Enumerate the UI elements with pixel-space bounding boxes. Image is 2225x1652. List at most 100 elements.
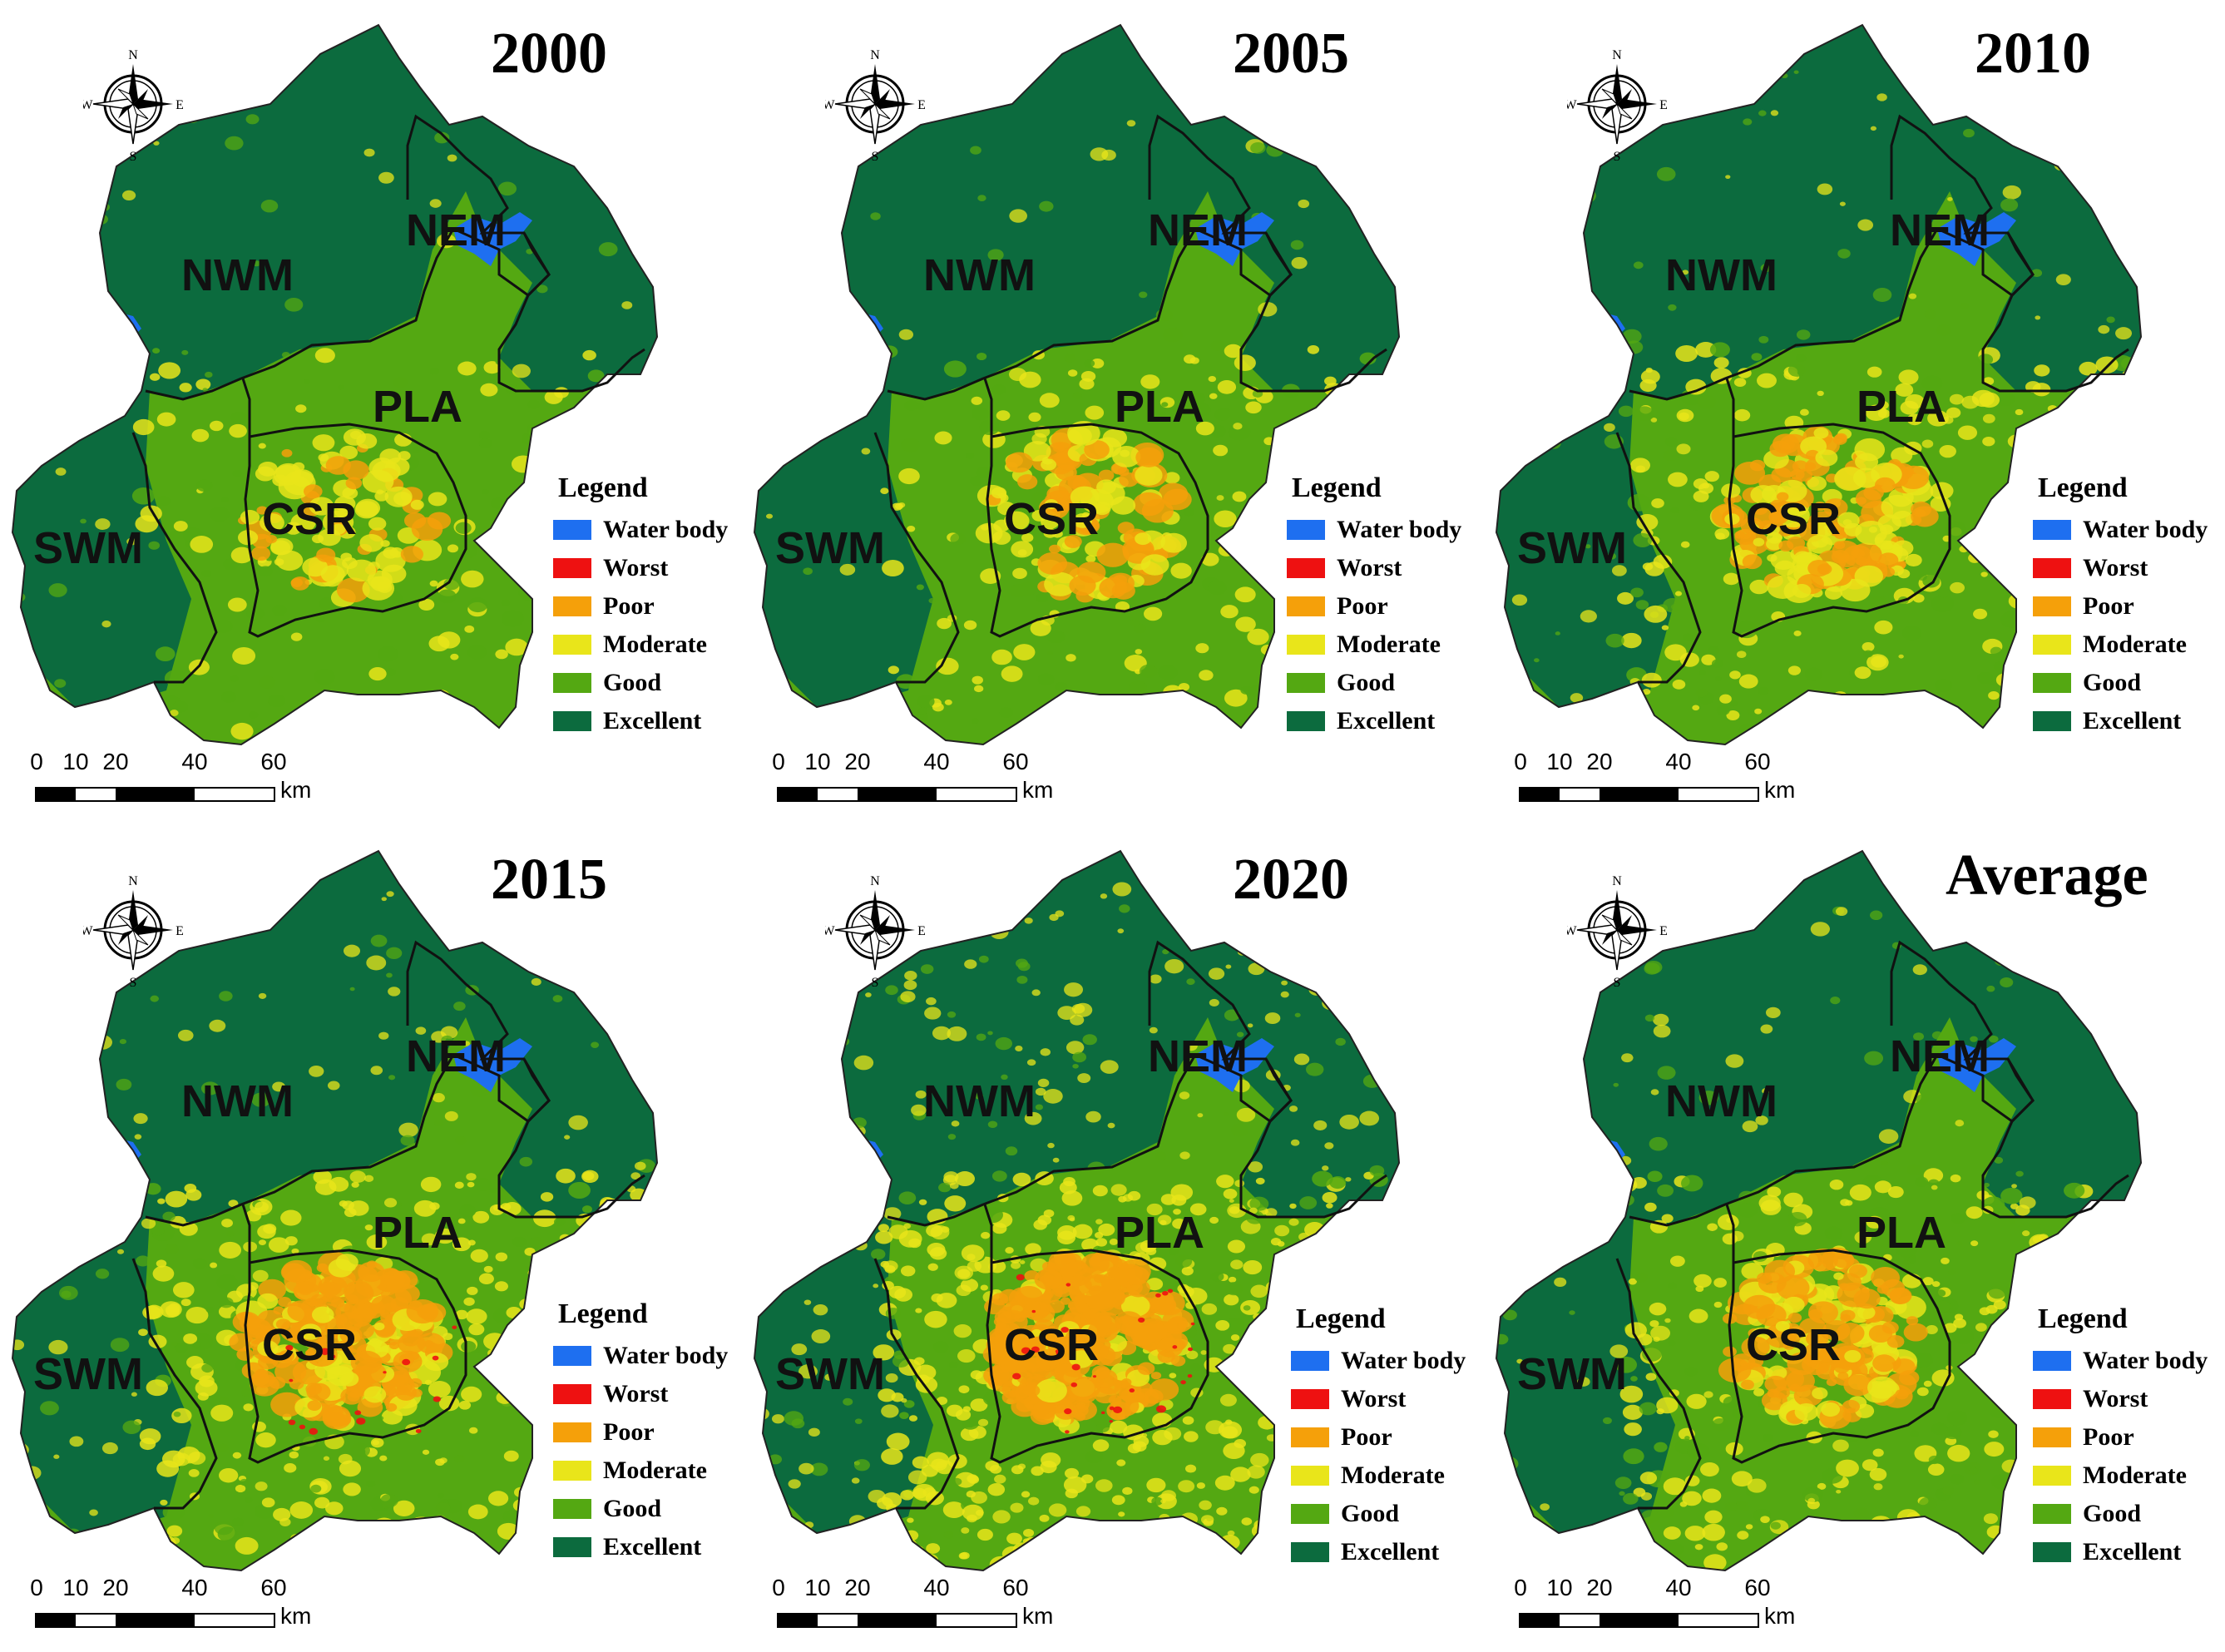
scale-unit: km [280, 1603, 312, 1629]
scale-tick-label: 60 [260, 749, 287, 774]
scale-tick-label: 40 [1665, 1575, 1692, 1600]
legend-swatch [553, 635, 591, 655]
scale-tick-label: 0 [772, 1575, 785, 1600]
scale-tick-label: 0 [1514, 1575, 1527, 1600]
legend-label: Water body [1341, 1347, 1466, 1374]
legend-label: Worst [2083, 554, 2148, 581]
legend-label: Good [2083, 669, 2142, 696]
region-label-swm: SWM [775, 523, 885, 573]
region-boundary [131, 432, 218, 684]
scale-bar: 0 10 20 40 60 km [772, 749, 1054, 803]
legend-label: Worst [2083, 1385, 2148, 1412]
region-label-nwm: NWM [1665, 1076, 1778, 1126]
legend-label: Poor [2083, 1423, 2134, 1451]
region-boundary [1981, 1058, 2129, 1219]
region-boundary [497, 1058, 645, 1219]
compass-n: N [870, 48, 880, 62]
legend-swatch [1291, 1427, 1329, 1447]
legend-item: Poor [1291, 1418, 1466, 1457]
legend-label: Worst [1341, 1385, 1407, 1412]
region-boundary [1725, 378, 1951, 638]
compass-rose-icon: N S W E [1564, 46, 1667, 164]
scale-tick-label: 60 [1002, 749, 1029, 774]
legend-item: Good [553, 664, 728, 702]
legend-item: Water body [553, 1337, 728, 1375]
scale-tick-label: 40 [1665, 749, 1692, 774]
region-label-swm: SWM [775, 1349, 885, 1399]
region-boundary [1615, 432, 1702, 684]
map-panel-average: NWM NEM PLA SWM CSR Average N S W E Legend Wat… [1484, 826, 2225, 1652]
region-label-csr: CSR [1746, 1320, 1842, 1370]
scale-unit: km [1764, 777, 1796, 803]
compass-e: E [917, 98, 925, 112]
region-boundary [983, 378, 1209, 638]
legend-swatch [2033, 596, 2071, 616]
legend-swatch [2033, 1466, 2071, 1486]
region-boundary [131, 1258, 218, 1510]
region-label-nem: NEM [1148, 205, 1248, 255]
legend-swatch [553, 596, 591, 616]
legend: Legend Water body Worst Poor Moderate Good Exc… [1287, 472, 1461, 740]
legend-item: Moderate [2033, 1457, 2208, 1495]
legend-label: Moderate [603, 1457, 707, 1484]
region-label-csr: CSR [1004, 494, 1100, 544]
legend-title: Legend [2038, 1303, 2128, 1334]
legend: Legend Water body Worst Poor Moderate Good Exc… [2033, 1303, 2208, 1571]
legend-swatch [2033, 1542, 2071, 1562]
region-label-nem: NEM [406, 1031, 506, 1081]
legend-label: Worst [1337, 554, 1402, 581]
scale-tick-label: 20 [102, 1575, 129, 1600]
legend-item: Good [1287, 664, 1461, 702]
region-label-nem: NEM [1148, 1031, 1248, 1081]
region-boundary [145, 114, 551, 401]
legend-label: Excellent [603, 1533, 702, 1560]
legend-label: Good [603, 669, 662, 696]
legend-label: Good [603, 1495, 662, 1522]
compass-w: W [83, 924, 93, 938]
region-label-nwm: NWM [181, 250, 294, 300]
region-label-nem: NEM [406, 205, 506, 255]
legend-item: Excellent [2033, 1533, 2208, 1571]
scale-unit: km [1764, 1603, 1796, 1629]
region-label-nwm: NWM [923, 250, 1036, 300]
legend-label: Worst [603, 1380, 669, 1407]
region-label-swm: SWM [1517, 1349, 1627, 1399]
legend-item: Good [553, 1490, 728, 1528]
region-label-nwm: NWM [923, 1076, 1036, 1126]
scale-bar: 0 10 20 40 60 km [30, 749, 312, 803]
legend-item: Moderate [1291, 1457, 1466, 1495]
beijing-map [11, 849, 659, 1572]
panel-title: 2015 [491, 848, 607, 912]
legend-item: Water body [553, 511, 728, 549]
scale-unit: km [280, 777, 312, 803]
legend-item: Moderate [553, 1452, 728, 1490]
region-label-csr: CSR [262, 494, 358, 544]
panel-title: 2005 [1233, 22, 1349, 86]
region-label-swm: SWM [33, 1349, 143, 1399]
region-label-pla: PLA [373, 1208, 462, 1258]
legend-swatch [1287, 596, 1325, 616]
legend-swatch [1287, 520, 1325, 540]
legend-label: Good [2083, 1500, 2142, 1527]
scale-tick-label: 20 [844, 749, 871, 774]
legend-item: Poor [553, 587, 728, 626]
compass-e: E [1659, 98, 1667, 112]
legend-item: Good [2033, 1495, 2208, 1533]
panel-title: 2020 [1233, 848, 1349, 912]
compass-n: N [1612, 874, 1622, 888]
legend-item: Water body [1291, 1342, 1466, 1380]
legend-swatch [553, 1422, 591, 1442]
legend-label: Excellent [2083, 1538, 2182, 1565]
compass-w: W [1567, 98, 1577, 112]
legend-swatch [2033, 635, 2071, 655]
compass-n: N [128, 874, 138, 888]
scale-unit: km [1022, 777, 1054, 803]
beijing-map [11, 23, 659, 746]
legend: Legend Water body Worst Poor Moderate Good Exc… [553, 1298, 728, 1566]
scale-tick-label: 60 [260, 1575, 287, 1600]
scale-tick-label: 60 [1744, 1575, 1771, 1600]
region-label-csr: CSR [1004, 1320, 1100, 1370]
region-label-swm: SWM [33, 523, 143, 573]
legend-swatch [553, 1499, 591, 1519]
legend-title: Legend [1296, 1303, 1386, 1334]
